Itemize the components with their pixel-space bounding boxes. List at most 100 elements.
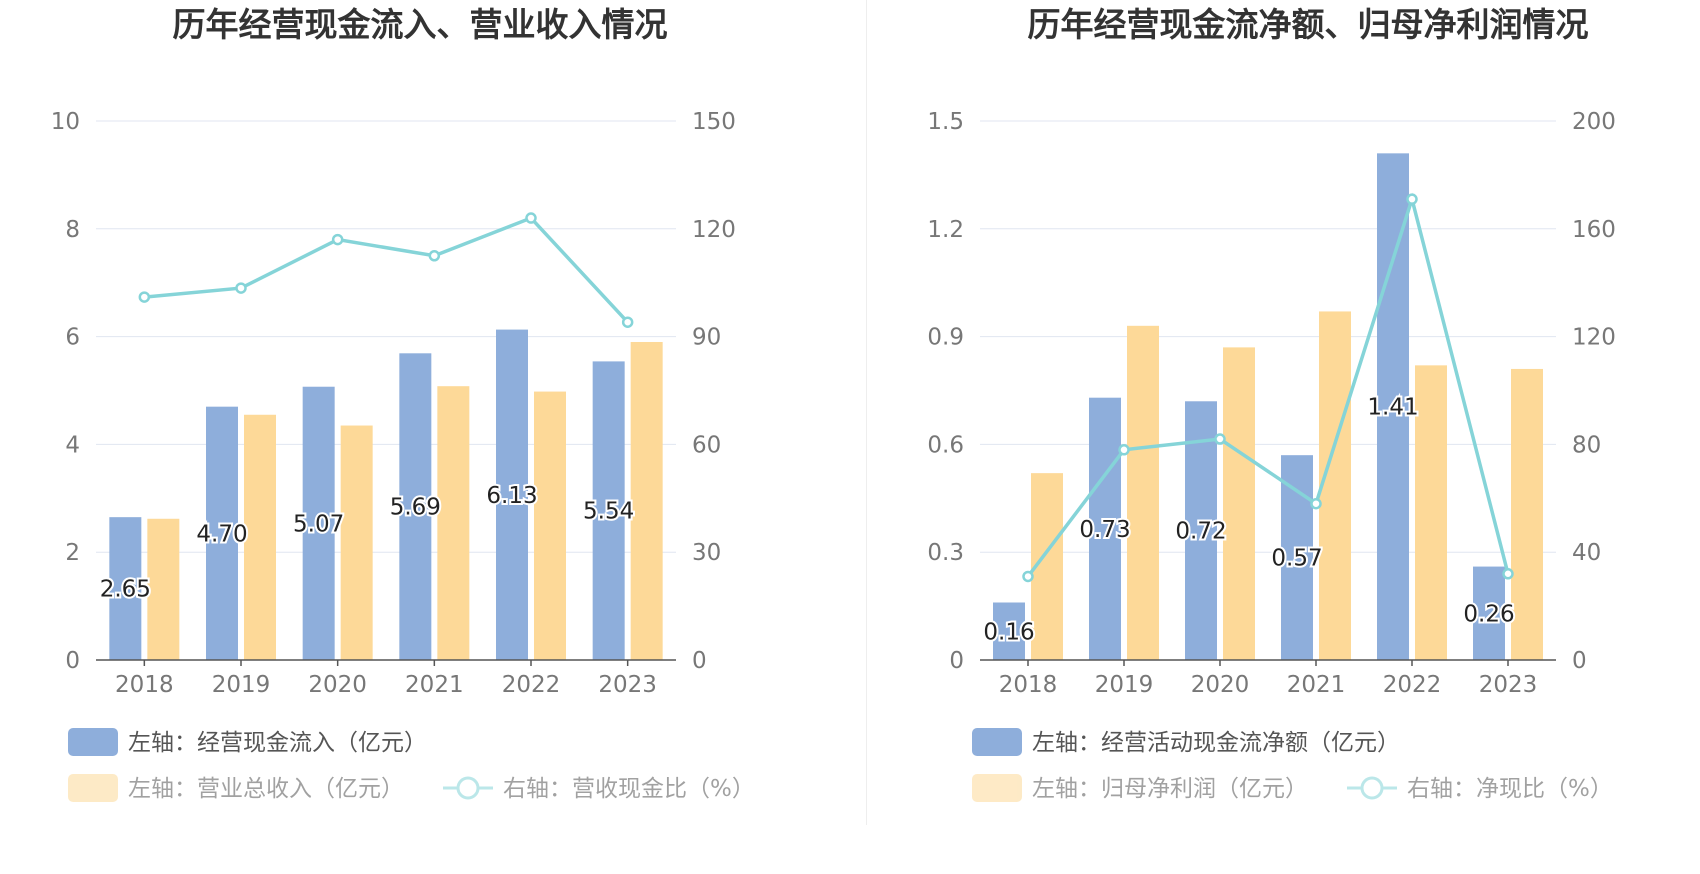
bar-secondary	[1127, 325, 1159, 660]
left-axis-tick-label: 2	[65, 540, 80, 566]
legend-swatch	[68, 774, 118, 802]
bar-secondary	[340, 425, 373, 660]
bar-primary	[993, 602, 1025, 660]
bar-primary	[206, 406, 238, 660]
line-point	[1118, 444, 1130, 456]
x-axis-category-label: 2022	[1383, 672, 1442, 698]
legend-item: 右轴：营收现金比（%）	[443, 776, 755, 802]
chart-cash-inflow-revenue: 历年经营现金流入、营业收入情况 0 2 4 6 8 10 0 30 60 90 120 150 2018 2…	[51, 5, 755, 802]
right-axis-tick-label: 30	[692, 540, 721, 566]
chart-divider	[866, 0, 867, 825]
bar-data-label: 0.57	[1271, 546, 1322, 572]
bar-secondary	[1415, 365, 1447, 660]
left-axis-tick-label: 1.5	[927, 109, 964, 135]
right-axis-tick-label: 160	[1572, 217, 1616, 243]
bar-primary	[1089, 397, 1121, 660]
right-axis-tick-label: 40	[1572, 540, 1601, 566]
bar-data-label: 1.41	[1367, 395, 1418, 421]
bar-data-label: 5.69	[390, 495, 441, 521]
line-point	[235, 282, 247, 294]
bar-primary	[1377, 153, 1409, 660]
legend-item: 左轴：经营活动现金流净额（亿元）	[972, 728, 1400, 756]
line-point	[138, 291, 151, 303]
bar-data-label: 2.65	[100, 577, 151, 603]
bar-data-label: 0.26	[1463, 601, 1514, 627]
right-axis-tick-label: 120	[1572, 325, 1616, 351]
bar-data-label: 0.73	[1079, 517, 1130, 543]
bar-data-label: 6.13	[486, 483, 537, 509]
bar-primary	[1185, 401, 1217, 660]
x-axis-category-label: 2018	[999, 672, 1058, 698]
left-axis-tick-label: 0.6	[927, 432, 964, 458]
bar-secondary	[1223, 347, 1255, 660]
legend-label: 右轴：营收现金比（%）	[503, 776, 755, 802]
legend-swatch	[68, 728, 118, 756]
legend-swatch	[972, 774, 1022, 802]
right-axis-tick-label: 0	[692, 648, 707, 674]
bar-data-label: 4.70	[196, 521, 247, 547]
legend-item: 左轴：营业总收入（亿元）	[68, 774, 404, 802]
bar-primary	[302, 386, 335, 660]
line-point	[1502, 568, 1514, 580]
x-axis-category-label: 2019	[212, 672, 271, 698]
x-axis-category-label: 2019	[1095, 672, 1154, 698]
line-point	[1406, 193, 1418, 205]
legend-swatch	[972, 728, 1022, 756]
line-point	[1310, 497, 1322, 510]
right-axis-tick-label: 120	[692, 217, 736, 243]
bar-secondary	[534, 391, 566, 660]
left-axis-tick-label: 8	[65, 217, 80, 243]
left-axis-tick-label: 0	[65, 648, 80, 674]
legend-label: 左轴：营业总收入（亿元）	[128, 776, 404, 802]
x-axis-category-label: 2022	[502, 672, 561, 698]
bar-secondary	[244, 414, 276, 660]
bar-secondary	[630, 341, 663, 660]
x-axis-category-label: 2021	[405, 672, 464, 698]
legend-label: 左轴：归母净利润（亿元）	[1032, 776, 1308, 802]
line-point	[621, 316, 634, 328]
left-axis-tick-label: 10	[51, 109, 80, 135]
legend-line-marker	[1360, 776, 1384, 800]
line-series	[144, 215, 629, 324]
bar-data-label: 0.72	[1175, 519, 1226, 545]
right-axis-tick-label: 90	[692, 325, 721, 351]
chart-title: 历年经营现金流入、营业收入情况	[173, 5, 668, 44]
bar-primary	[1473, 566, 1505, 660]
legend-item: 右轴：净现比（%）	[1347, 776, 1613, 802]
left-axis-tick-label: 0	[949, 648, 964, 674]
x-axis-category-label: 2020	[308, 672, 367, 698]
bar-data-label: 0.16	[983, 619, 1034, 645]
line-series	[1026, 192, 1510, 578]
bar-secondary	[147, 518, 180, 660]
line-point	[525, 212, 537, 224]
bar-data-label: 5.54	[583, 499, 634, 525]
bar-secondary	[1319, 311, 1351, 660]
right-axis-tick-label: 200	[1572, 109, 1616, 135]
line-point	[428, 250, 441, 262]
legend-item: 左轴：经营现金流入（亿元）	[68, 728, 427, 756]
x-axis-category-label: 2023	[1479, 672, 1538, 698]
right-axis-tick-label: 80	[1572, 432, 1601, 458]
chart-net-cashflow-profit: 历年经营现金流净额、归母净利润情况 0 0.3 0.6 0.9 1.2 1.5 0 40 80 12…	[927, 5, 1616, 802]
left-axis-tick-label: 6	[65, 325, 80, 351]
line-point	[1214, 433, 1226, 445]
left-axis-tick-label: 0.3	[927, 540, 964, 566]
legend-label: 右轴：净现比（%）	[1407, 776, 1613, 802]
legend-line-marker	[456, 776, 480, 800]
bar-secondary	[437, 386, 470, 660]
bar-data-label: 5.07	[293, 511, 344, 537]
chart-title: 历年经营现金流净额、归母净利润情况	[1028, 5, 1589, 44]
right-axis-tick-label: 0	[1572, 648, 1587, 674]
bar-primary	[592, 361, 625, 660]
bar-primary	[399, 353, 432, 660]
bar-primary	[109, 517, 142, 660]
left-axis-tick-label: 4	[65, 432, 80, 458]
right-axis-tick-label: 150	[692, 109, 736, 135]
legend-item: 左轴：归母净利润（亿元）	[972, 774, 1308, 802]
line-point	[1022, 570, 1034, 583]
x-axis-category-label: 2018	[115, 672, 174, 698]
x-axis-category-label: 2021	[1287, 672, 1346, 698]
left-axis-tick-label: 0.9	[927, 325, 964, 351]
x-axis-category-label: 2023	[598, 672, 657, 698]
